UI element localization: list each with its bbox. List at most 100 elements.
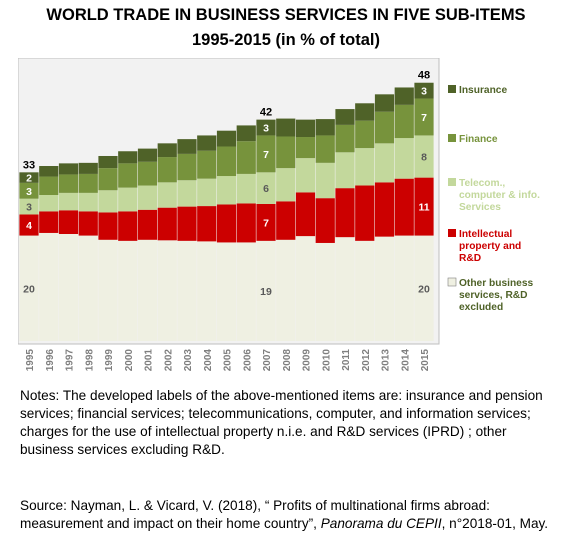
legend-swatch — [448, 229, 456, 237]
bar-segment — [118, 163, 138, 188]
bar-segment — [276, 136, 296, 169]
bar-segment — [157, 157, 177, 183]
bar-segment — [216, 176, 237, 205]
bar-segment — [216, 146, 237, 177]
data-label: 3 — [26, 186, 32, 198]
bar-segment — [197, 150, 217, 179]
bar-segment — [335, 109, 355, 125]
bar-segment — [414, 98, 434, 136]
bar-segment — [335, 188, 355, 238]
bar-segment — [276, 239, 296, 341]
bar-segment — [295, 192, 316, 237]
x-tick-label: 2006 — [242, 349, 253, 372]
x-tick-label: 2002 — [163, 349, 174, 372]
bar-segment — [157, 207, 177, 241]
bar-segment — [177, 153, 197, 181]
bar-segment — [295, 158, 316, 193]
bar-segment — [276, 201, 296, 240]
bar-segment — [276, 168, 296, 202]
bar-segment — [355, 120, 375, 149]
chart-title: WORLD TRADE IN BUSINESS SERVICES IN FIVE… — [46, 6, 526, 24]
bar-segment — [295, 236, 316, 341]
bar-segment — [414, 235, 434, 341]
legend-swatch — [448, 134, 456, 142]
bar-segment — [256, 240, 276, 341]
bar-segment — [78, 162, 98, 174]
bar-segment — [256, 203, 276, 241]
bar-segment — [58, 234, 79, 341]
legend-label: property and — [459, 241, 521, 252]
bar-segment — [315, 162, 335, 199]
bar-segment — [315, 135, 335, 163]
data-label: 7 — [263, 149, 269, 161]
x-tick-label: 2012 — [361, 349, 372, 372]
bar-segment — [236, 141, 256, 174]
x-tick-label: 2001 — [144, 349, 155, 372]
bar-segment — [157, 182, 177, 208]
bar-segment — [315, 198, 335, 243]
bar-segment — [335, 124, 355, 153]
legend-label: Intellectual — [459, 229, 512, 240]
source-suffix: , n°2018-01, May. — [441, 516, 549, 531]
notes-text: Notes: The developed labels of the above… — [20, 388, 543, 457]
bar-segment — [98, 168, 118, 191]
data-label: 8 — [421, 152, 427, 164]
legend-label: computer & info. — [459, 190, 540, 201]
bar-segment — [197, 241, 217, 341]
legend-label: Insurance — [459, 85, 507, 96]
bar-segment — [236, 173, 256, 204]
x-tick-label: 2011 — [341, 349, 352, 371]
bar-segment — [118, 187, 138, 212]
total-label: 48 — [418, 70, 430, 82]
legend-swatch — [447, 277, 457, 287]
bar-segment — [197, 135, 217, 151]
x-tick-label: 1995 — [25, 349, 36, 372]
bar-segment — [177, 180, 197, 207]
x-tick-label: 2003 — [183, 349, 194, 372]
bar-segment — [58, 210, 79, 234]
bar-segment — [216, 242, 237, 341]
x-tick-label: 1998 — [84, 349, 95, 372]
bar-segment — [118, 240, 138, 341]
bar-segment — [39, 232, 59, 341]
data-label: 3 — [26, 202, 32, 214]
legend-swatch — [448, 178, 456, 186]
bar-segment — [58, 174, 79, 193]
data-label: 4 — [26, 220, 32, 232]
chart-subtitle: 1995-2015 (in % of total) — [192, 31, 380, 49]
bar-segment — [39, 176, 59, 195]
bar-segment — [374, 236, 395, 341]
bar-segment — [98, 155, 118, 169]
bar-segment — [374, 94, 395, 112]
bar-segment — [19, 182, 39, 199]
bar-segment — [355, 148, 375, 186]
data-label: 3 — [263, 123, 269, 135]
bar-segment — [374, 111, 395, 144]
bar-segment — [414, 135, 434, 178]
bar-segment — [256, 172, 276, 204]
bar-segment — [19, 235, 39, 341]
bar-segment — [414, 82, 434, 99]
bar-segment — [78, 173, 98, 193]
bar-segment — [295, 119, 316, 138]
bar-segment — [236, 125, 256, 142]
bar-segment — [335, 152, 355, 189]
bar-segment — [394, 138, 414, 179]
bar-segment — [137, 239, 158, 341]
x-tick-label: 1997 — [65, 349, 76, 372]
legend-label: Other business — [459, 278, 533, 289]
legend-label: Finance — [459, 134, 498, 145]
bar-segment — [236, 242, 256, 341]
bar-segment — [78, 235, 98, 341]
bar-segment — [295, 137, 316, 159]
source-text: Source: Nayman, L. & Vicard, V. (2018), … — [20, 497, 560, 533]
x-tick-label: 2015 — [420, 349, 431, 372]
bar-segment — [157, 143, 177, 158]
data-label: 11 — [418, 202, 429, 214]
bar-segment — [137, 161, 158, 186]
legend-label: services, R&D — [459, 290, 528, 301]
x-tick-label: 2010 — [321, 349, 332, 372]
bar-segment — [137, 148, 158, 162]
bar-segment — [197, 178, 217, 207]
data-label: 20 — [23, 283, 35, 295]
